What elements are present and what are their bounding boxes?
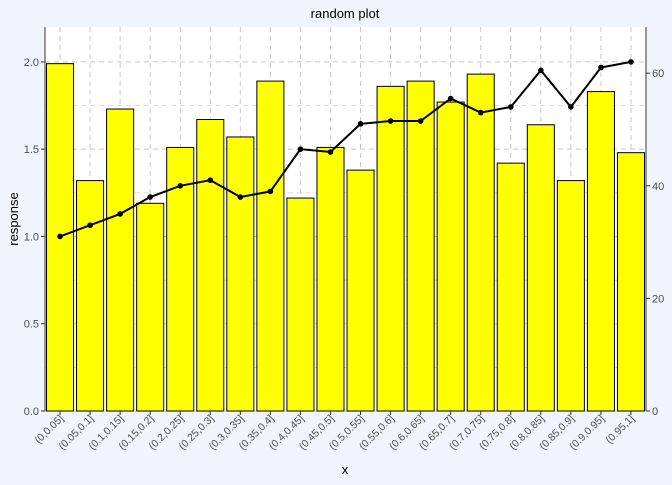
line-point (207, 177, 214, 183)
chart-title: random plot (311, 6, 380, 21)
y-axis-title: response (6, 192, 21, 245)
line-point (117, 211, 123, 217)
bar (406, 80, 435, 412)
line-point (267, 188, 274, 195)
line-series (57, 59, 634, 240)
line-point (387, 118, 394, 124)
y-tick-label: 1.5 (24, 144, 39, 156)
plot-panel (45, 27, 646, 411)
series-line (59, 60, 632, 238)
line-point (507, 104, 514, 110)
bar (226, 136, 255, 412)
line-point (297, 146, 304, 152)
line-point (628, 59, 634, 65)
line-point (357, 121, 364, 127)
y-tick-label: 0.0 (24, 406, 39, 418)
bar (616, 152, 645, 412)
line-point (237, 194, 244, 200)
bar (556, 180, 585, 412)
y2-tick-label: 20 (652, 293, 664, 305)
bar (256, 80, 285, 412)
y2-tick-label: 0 (652, 406, 658, 418)
line-point (447, 95, 454, 102)
bar (106, 108, 135, 412)
bar (436, 101, 465, 412)
bar (76, 180, 105, 412)
bar (496, 162, 525, 412)
y-tick-label: 1.0 (24, 231, 39, 243)
bar (316, 146, 345, 412)
line-point (57, 233, 63, 240)
line-point (147, 194, 153, 200)
bar (136, 202, 165, 412)
bar (586, 91, 615, 412)
y2-tick-label: 60 (652, 68, 664, 80)
line-point (538, 67, 544, 74)
line-point (417, 118, 424, 124)
line-point (177, 182, 184, 189)
y-tick-label: 2.0 (24, 57, 39, 69)
bar (526, 124, 555, 412)
bar-series (46, 63, 645, 412)
y-tick-label: 0.5 (24, 319, 39, 331)
bar (286, 197, 315, 412)
bar (346, 169, 375, 412)
y2-tick-label: 40 (652, 181, 664, 193)
line-point (598, 64, 604, 71)
bar (196, 119, 225, 412)
line-point (568, 104, 574, 110)
bar (376, 85, 405, 412)
x-axis-title: x (342, 462, 349, 477)
line-point (87, 222, 93, 228)
line-point (477, 109, 484, 116)
bar (466, 73, 495, 412)
line-point (327, 149, 334, 155)
